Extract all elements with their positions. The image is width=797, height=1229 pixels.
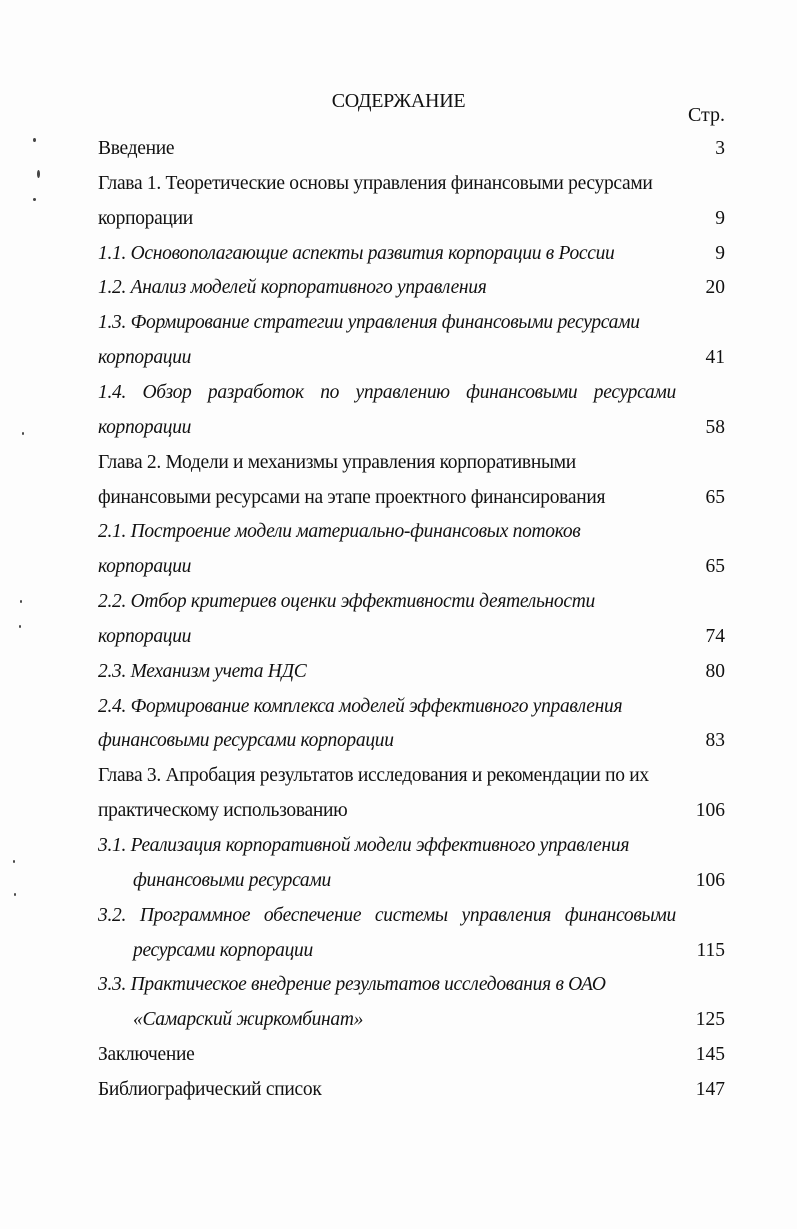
toc-entry-line: 2.4. Формирование комплекса моделей эффе… (98, 695, 623, 719)
toc-entry-text: 2.1. Построение модели материально-финан… (98, 521, 581, 543)
page-column-header: Стр. (687, 104, 725, 126)
toc-page-number: 145 (695, 1044, 725, 1066)
scan-speck (33, 198, 36, 201)
toc-page-number: 83 (705, 730, 726, 752)
toc-entry-line: финансовыми ресурсами корпорации (98, 729, 394, 753)
toc-entry-text: 1.2. Анализ моделей корпоративного управ… (98, 277, 487, 299)
toc-entry-text: ресурсами корпорации (133, 939, 313, 961)
toc-entry-line: корпорации (98, 346, 191, 370)
toc-entry-line: 1.1. Основополагающие аспекты развития к… (98, 242, 615, 266)
toc-page-number: 125 (695, 1009, 725, 1031)
toc-entry-text: Глава 3. Апробация результатов исследова… (98, 765, 649, 787)
scan-speck (22, 432, 24, 435)
toc-entry-text: 1.1. Основополагающие аспекты развития к… (98, 242, 615, 264)
toc-entry-text: Заключение (98, 1044, 195, 1066)
toc-entry-text: 3.1. Реализация корпоративной модели эфф… (98, 835, 630, 856)
page-title: СОДЕРЖАНИЕ (331, 90, 466, 112)
toc-entry-text: 2.4. Формирование комплекса моделей эффе… (98, 695, 623, 717)
toc-entry-line: 2.3. Механизм учета НДС (98, 660, 307, 684)
scan-speck (13, 860, 15, 863)
toc-entry-line: практическому использованию (98, 799, 348, 823)
toc-entry-line: «Самарский жиркомбинат» (133, 1008, 363, 1032)
toc-entry-line: ресурсами корпорации (133, 939, 313, 963)
toc-entry-line: Глава 2. Модели и механизмы управления к… (98, 451, 576, 475)
toc-entry-text: «Самарский жиркомбинат» (133, 1009, 364, 1031)
toc-page-number: 106 (695, 800, 725, 822)
toc-page-number: 9 (715, 242, 725, 264)
scan-speck (19, 625, 21, 628)
toc-page-number: 20 (705, 277, 726, 299)
toc-entry-text: финансовыми ресурсами на этапе проектног… (98, 486, 606, 508)
toc-entry-text: 1.4. Обзор разработок по управлению фина… (98, 381, 676, 403)
toc-entry-text: практическому использованию (98, 800, 348, 822)
toc-entry-text: корпорации (98, 347, 192, 369)
scan-speck (37, 170, 40, 178)
toc-entry-text: 2.3. Механизм учета НДС (98, 660, 307, 682)
scan-speck (14, 893, 16, 896)
toc-page-number: 65 (705, 486, 726, 508)
toc-entry-line: 1.3. Формирование стратегии управления ф… (98, 311, 640, 335)
toc-page-number: 65 (705, 556, 726, 578)
toc-entry-text: 3.2. Программное обеспечение системы упр… (98, 904, 676, 926)
toc-entry-line: корпорации (98, 555, 191, 579)
scan-speck (20, 600, 22, 603)
toc-entry-text: корпорации (98, 416, 192, 438)
toc-entry-line: 1.2. Анализ моделей корпоративного управ… (98, 276, 487, 300)
toc-page-number: 41 (705, 347, 726, 369)
toc-page-number: 106 (695, 869, 725, 891)
toc-page-number: 115 (696, 939, 725, 961)
toc-entry-line: 2.2. Отбор критериев оценки эффективност… (98, 590, 595, 614)
toc-page-number: 58 (705, 416, 726, 438)
toc-page-number: 3 (715, 138, 725, 159)
toc-entry-line: 3.1. Реализация корпоративной модели эфф… (98, 834, 629, 858)
scan-speck (33, 138, 36, 142)
toc-entry-text: корпорации (98, 207, 193, 229)
toc-page-number: 147 (695, 1078, 725, 1100)
toc-entry-text: Библиографический список (98, 1078, 322, 1100)
toc-page-number: 74 (705, 625, 726, 647)
toc-entry-line: 3.3. Практическое внедрение результатов … (98, 973, 606, 997)
toc-entry-line: Глава 3. Апробация результатов исследова… (98, 764, 649, 788)
toc-entry-line: Введение (98, 137, 175, 161)
toc-entry-line: корпорации (98, 625, 191, 649)
toc-entry-text: финансовыми ресурсами корпорации (98, 730, 394, 752)
toc-entry-line: Библиографический список (98, 1078, 322, 1102)
toc-entry-line: 2.1. Построение модели материально-финан… (98, 520, 581, 544)
toc-entry-text: корпорации (98, 625, 192, 647)
toc-entry-text: корпорации (98, 556, 192, 578)
toc-entry-text: 3.3. Практическое внедрение результатов … (98, 974, 606, 996)
toc-entry-text: Введение (98, 138, 175, 159)
toc-entry-line: корпорации (98, 416, 191, 440)
toc-entry-text: Глава 2. Модели и механизмы управления к… (98, 451, 576, 473)
toc-entry-line: финансовыми ресурсами (133, 869, 331, 893)
toc-entry-line: корпорации (98, 207, 193, 231)
toc-page-number: 9 (715, 207, 725, 229)
toc-entry-text: 1.3. Формирование стратегии управления ф… (98, 312, 640, 334)
toc-entry-text: финансовыми ресурсами (133, 869, 331, 891)
toc-entry-line: 1.4. Обзор разработок по управлению фина… (98, 381, 676, 405)
toc-entry-text: Глава 1. Теоретические основы управления… (98, 172, 653, 194)
toc-page-number: 80 (705, 660, 726, 682)
toc-entry-line: Заключение (98, 1043, 195, 1067)
toc-entry-line: 3.2. Программное обеспечение системы упр… (98, 904, 676, 928)
toc-entry-text: 2.2. Отбор критериев оценки эффективност… (98, 591, 595, 613)
toc-entry-line: финансовыми ресурсами на этапе проектног… (98, 486, 605, 510)
toc-entry-line: Глава 1. Теоретические основы управления… (98, 172, 653, 196)
